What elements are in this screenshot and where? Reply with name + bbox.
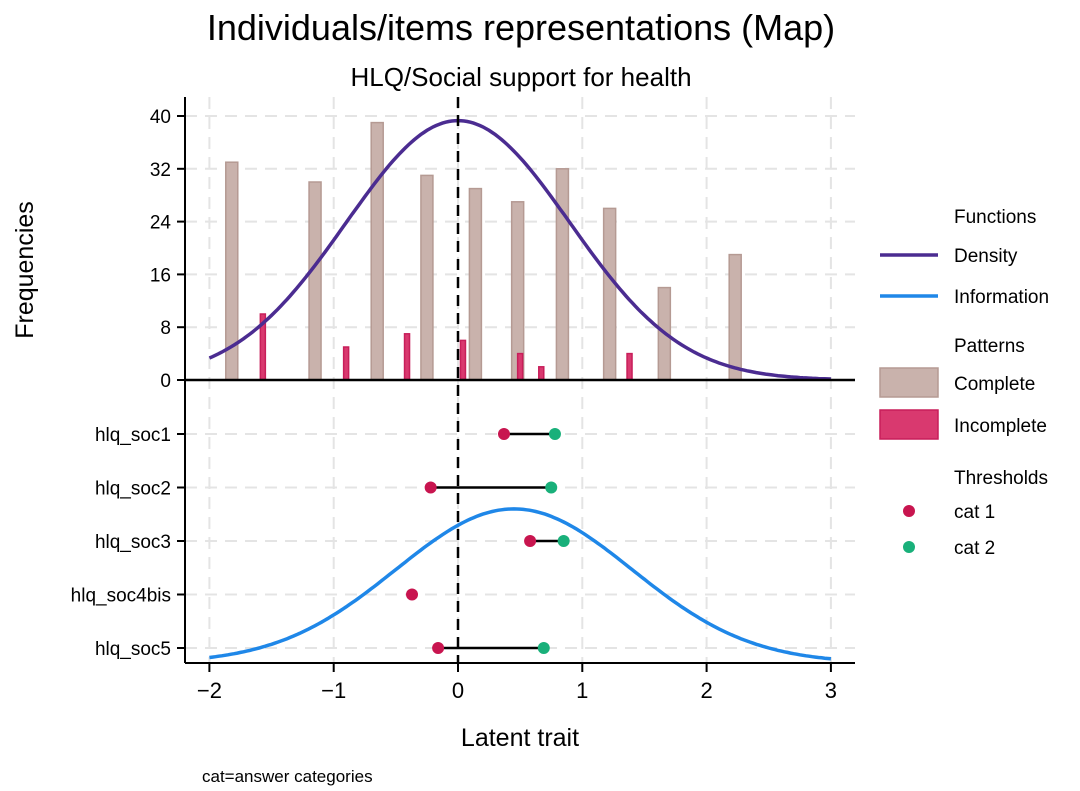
y-tick-label: 8 [160,318,171,339]
threshold-cat1-point [524,535,536,547]
item-label: hlq_soc3 [95,532,171,553]
legend-entry-label: cat 2 [954,538,995,559]
threshold-cat2-point [558,535,570,547]
y-axis-title: Frequencies [11,201,39,339]
x-tick-label: 1 [576,678,588,703]
bar-incomplete [460,340,465,380]
legend-section-title: Thresholds [954,468,1048,489]
information-curve [209,509,831,659]
item-label: hlq_soc2 [95,479,171,500]
legend-swatch-box [880,368,938,397]
legend-entry-label: Information [954,287,1049,308]
legend-entry-label: Complete [954,374,1035,395]
legend: Functions Density Information Patterns Compl… [880,207,1049,559]
y-tick-label: 24 [150,213,172,234]
bar-complete [371,123,383,380]
bar-incomplete [539,367,544,380]
threshold-cat2-point [545,482,557,494]
bar-complete [309,182,321,380]
item-label: hlq_soc5 [95,639,171,660]
threshold-cat1-point [425,482,437,494]
bar-complete [604,208,616,380]
legend-entry-label: Density [954,246,1018,267]
y-tick-label: 32 [150,160,171,181]
legend-swatch-box [880,410,938,439]
y-tick-label: 0 [160,371,171,392]
y-tick-label: 16 [150,265,171,286]
x-tick-label: 0 [452,678,464,703]
legend-entry-label: cat 1 [954,502,995,523]
threshold-cat1-point [406,589,418,601]
bar-incomplete [405,334,410,380]
plot-area: 0816243240hlq_soc1hlq_soc2hlq_soc3hlq_so… [71,97,855,703]
legend-swatch-dot [903,541,915,553]
threshold-cat1-point [498,428,510,440]
item-label: hlq_soc1 [95,425,171,446]
bar-complete [469,189,481,380]
bar-incomplete [518,354,523,380]
x-axis-title: Latent trait [461,724,579,752]
y-tick-label: 40 [150,107,171,128]
chart-subtitle: HLQ/Social support for health [350,62,691,92]
x-tick-label: 3 [825,678,837,703]
bar-complete [729,255,741,380]
legend-swatch-dot [903,505,915,517]
bar-complete [556,169,568,380]
legend-section-title: Functions [954,207,1036,228]
x-tick-label: −2 [197,678,222,703]
item-label: hlq_soc4bis [71,586,171,607]
legend-section-title: Patterns [954,336,1025,357]
bar-complete [421,175,433,380]
chart-note: cat=answer categories [202,767,373,786]
x-tick-label: 2 [700,678,712,703]
legend-entry-label: Incomplete [954,416,1047,437]
bar-incomplete [627,354,632,380]
bar-incomplete [344,347,349,380]
threshold-cat2-point [538,642,550,654]
threshold-cat1-point [432,642,444,654]
chart-title: Individuals/items representations (Map) [207,7,835,48]
x-tick-label: −1 [321,678,346,703]
threshold-cat2-point [549,428,561,440]
